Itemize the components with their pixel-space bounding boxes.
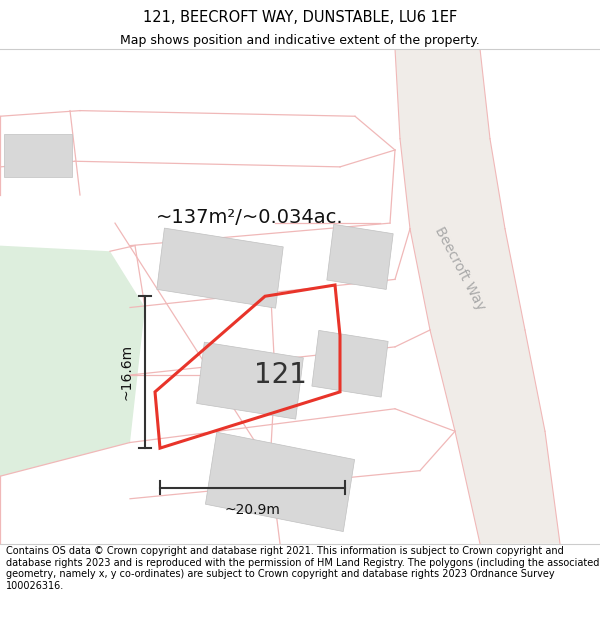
Polygon shape — [157, 228, 283, 308]
Text: 121: 121 — [254, 361, 307, 389]
Polygon shape — [197, 342, 304, 419]
Polygon shape — [312, 331, 388, 397]
Polygon shape — [0, 246, 145, 476]
Text: 121, BEECROFT WAY, DUNSTABLE, LU6 1EF: 121, BEECROFT WAY, DUNSTABLE, LU6 1EF — [143, 10, 457, 25]
Text: ~20.9m: ~20.9m — [224, 503, 280, 518]
Text: Map shows position and indicative extent of the property.: Map shows position and indicative extent… — [120, 34, 480, 47]
Polygon shape — [395, 49, 560, 544]
Polygon shape — [4, 134, 72, 177]
Text: ~137m²/~0.034ac.: ~137m²/~0.034ac. — [156, 208, 344, 227]
Polygon shape — [205, 432, 355, 531]
Polygon shape — [327, 224, 393, 289]
Text: ~16.6m: ~16.6m — [119, 344, 133, 400]
Text: Beecroft Way: Beecroft Way — [432, 224, 488, 312]
Text: Contains OS data © Crown copyright and database right 2021. This information is : Contains OS data © Crown copyright and d… — [6, 546, 599, 591]
